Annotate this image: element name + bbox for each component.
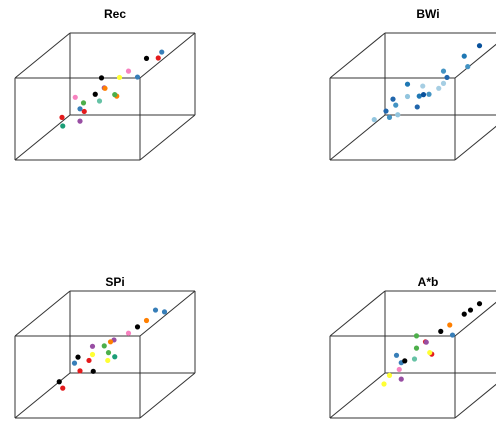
point bbox=[90, 368, 96, 374]
point bbox=[393, 102, 399, 108]
box-edge bbox=[139, 32, 196, 79]
point bbox=[465, 64, 471, 70]
point bbox=[96, 98, 103, 104]
point bbox=[86, 357, 92, 364]
point bbox=[125, 330, 132, 336]
point bbox=[59, 114, 65, 120]
box-edge bbox=[454, 125, 496, 161]
box-edge bbox=[14, 372, 71, 419]
point bbox=[77, 368, 83, 374]
point bbox=[60, 123, 66, 129]
point bbox=[102, 85, 108, 91]
box-edge bbox=[139, 290, 196, 337]
point bbox=[98, 75, 105, 81]
point bbox=[75, 354, 81, 360]
point bbox=[420, 92, 427, 98]
point bbox=[161, 309, 168, 315]
point bbox=[60, 385, 66, 391]
panel-title: A*b bbox=[418, 275, 439, 289]
point bbox=[426, 91, 432, 97]
point bbox=[159, 49, 165, 55]
point bbox=[56, 379, 62, 385]
point bbox=[447, 322, 453, 328]
point bbox=[89, 343, 96, 349]
box-edge bbox=[454, 301, 496, 337]
point bbox=[413, 345, 420, 351]
point bbox=[105, 357, 111, 364]
point bbox=[371, 117, 377, 123]
point bbox=[398, 376, 404, 382]
box-edge bbox=[14, 114, 71, 161]
panel-title: Rec bbox=[104, 7, 126, 21]
point bbox=[404, 93, 411, 100]
point bbox=[386, 372, 393, 378]
point bbox=[116, 74, 123, 81]
point bbox=[404, 81, 411, 87]
point bbox=[420, 83, 426, 89]
point bbox=[125, 68, 132, 74]
point bbox=[80, 100, 87, 106]
point bbox=[390, 96, 396, 102]
point bbox=[411, 356, 418, 362]
point bbox=[449, 332, 456, 338]
point bbox=[105, 350, 112, 356]
point bbox=[393, 352, 400, 358]
point bbox=[413, 333, 420, 339]
point bbox=[143, 317, 150, 324]
point bbox=[112, 354, 118, 360]
point bbox=[81, 108, 87, 115]
box-edge bbox=[329, 114, 386, 161]
panel-title: BWi bbox=[416, 7, 439, 21]
point bbox=[444, 74, 450, 81]
point bbox=[396, 366, 402, 373]
point bbox=[101, 343, 107, 349]
point bbox=[440, 68, 447, 74]
box-edge bbox=[139, 372, 196, 419]
point bbox=[152, 307, 159, 313]
box-edge bbox=[329, 32, 386, 79]
point bbox=[467, 307, 474, 313]
point bbox=[427, 350, 433, 356]
point bbox=[423, 339, 429, 345]
point bbox=[386, 114, 393, 120]
box-edge bbox=[139, 114, 196, 161]
point bbox=[395, 112, 401, 118]
point bbox=[143, 55, 150, 62]
point bbox=[381, 381, 387, 387]
box-edge bbox=[14, 32, 71, 79]
point bbox=[155, 55, 161, 61]
point bbox=[92, 91, 98, 97]
box-edge bbox=[454, 383, 496, 419]
point bbox=[476, 301, 483, 307]
point bbox=[440, 80, 447, 86]
box-edge bbox=[14, 290, 71, 337]
point bbox=[383, 108, 389, 114]
box-edge bbox=[454, 43, 496, 79]
box-edge bbox=[329, 290, 386, 337]
point bbox=[461, 53, 467, 59]
point bbox=[461, 311, 467, 317]
point bbox=[112, 92, 118, 98]
point bbox=[71, 360, 78, 366]
point bbox=[414, 104, 420, 110]
box-edge bbox=[329, 372, 386, 419]
point bbox=[107, 339, 114, 345]
point bbox=[77, 118, 83, 124]
point bbox=[436, 85, 442, 91]
point bbox=[416, 93, 422, 99]
point bbox=[134, 74, 141, 80]
point bbox=[77, 106, 83, 112]
point bbox=[134, 324, 141, 330]
point bbox=[402, 358, 408, 364]
point bbox=[438, 328, 444, 334]
point bbox=[89, 351, 96, 358]
panel-title: SPi bbox=[105, 275, 124, 289]
point bbox=[72, 94, 78, 100]
point bbox=[476, 43, 483, 49]
